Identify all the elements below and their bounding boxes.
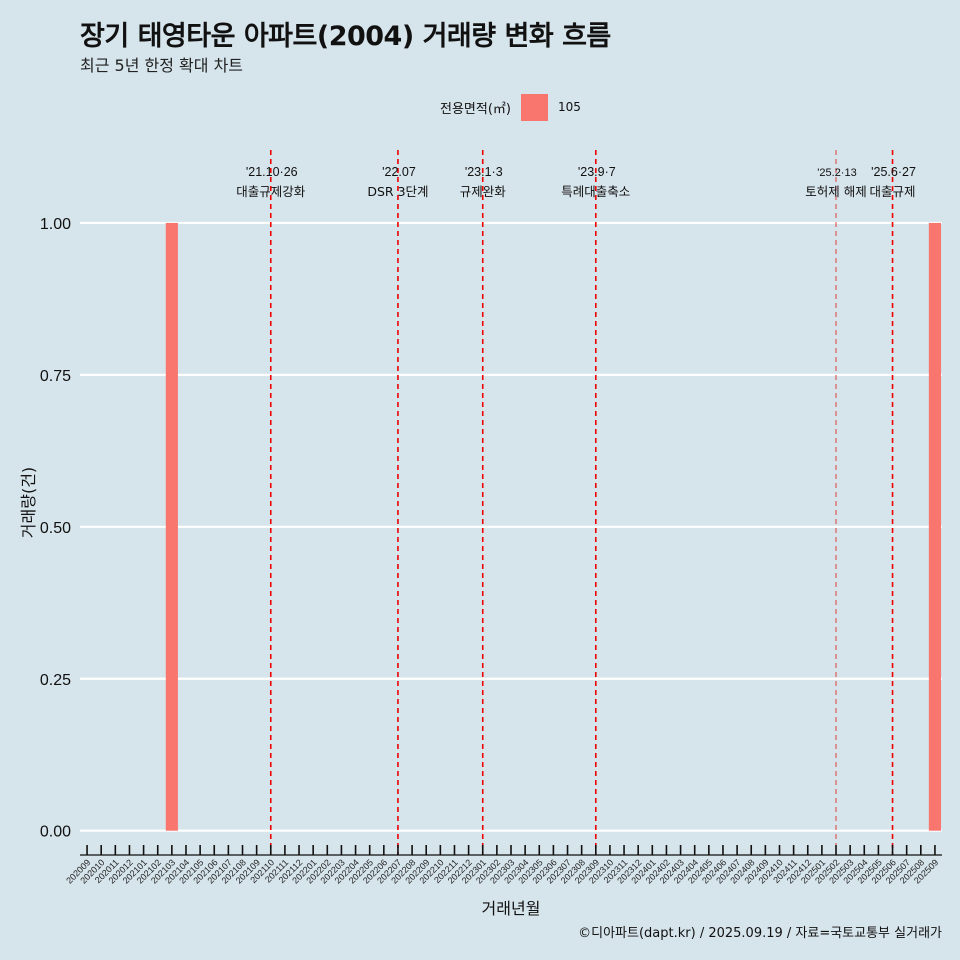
event-date-label: '23.9·7: [578, 165, 616, 179]
y-tick-label: 1.00: [40, 216, 71, 233]
legend-swatch: [520, 93, 548, 121]
bar-202509: [928, 222, 942, 831]
legend: 전용면적(㎡) 105: [440, 93, 581, 121]
event-name-label: 대출규제강화: [236, 184, 306, 199]
x-axis-title: 거래년월: [482, 899, 541, 918]
legend-entry-label: 105: [557, 100, 581, 114]
y-tick-label: 0.75: [40, 368, 71, 385]
footer-credit: ©디아파트(dapt.kr) / 2025.09.19 / 자료=국토교통부 실…: [578, 926, 942, 941]
event-date-label: '25.6·27: [871, 165, 916, 179]
chart-subtitle: 최근 5년 한정 확대 차트: [80, 56, 244, 75]
event-name-label: DSR 3단계: [367, 184, 428, 199]
event-name-label: 토허제 해제: [805, 184, 866, 199]
event-date-label: '22.07: [382, 165, 416, 179]
y-tick-label: 0.50: [40, 520, 71, 537]
y-axis-title: 거래량(건): [19, 467, 38, 538]
bar-202103: [165, 222, 178, 831]
y-tick-label: 0.00: [40, 824, 71, 841]
chart-title: 장기 태영타운 아파트(2004) 거래량 변화 흐름: [80, 21, 611, 52]
event-name-label: 대출규제: [870, 184, 916, 199]
event-date-label: '21.10·26: [246, 165, 298, 179]
y-tick-label: 0.25: [40, 672, 71, 689]
event-name-label: 특례대출축소: [561, 184, 630, 199]
legend-title: 전용면적(㎡): [440, 101, 511, 117]
event-date-label: '25.2·13: [817, 167, 856, 179]
event-name-label: 규제완화: [460, 184, 507, 199]
event-date-label: '23.1·3: [465, 165, 503, 179]
